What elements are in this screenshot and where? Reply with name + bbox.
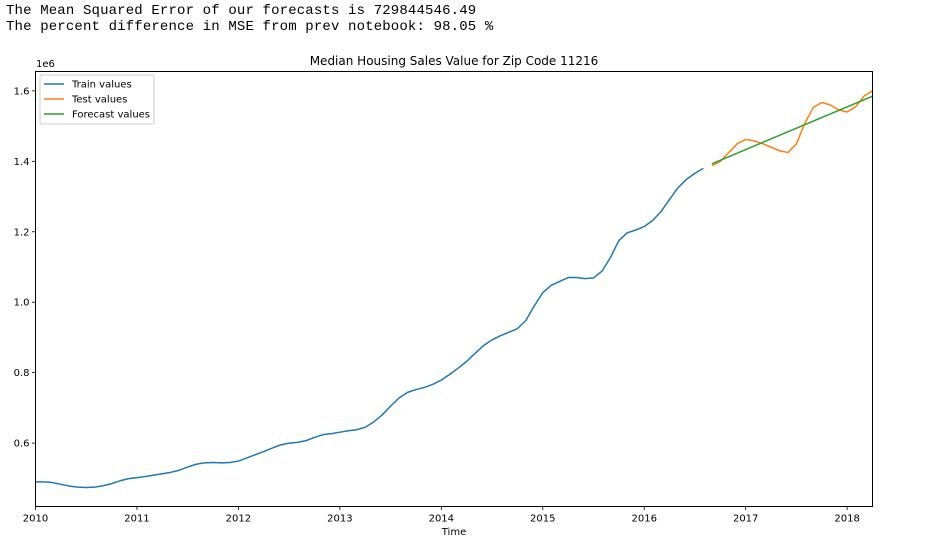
- plot-lines: [35, 90, 873, 489]
- x-axis-label: Time: [441, 527, 466, 538]
- series-line-2: [711, 95, 873, 165]
- percent-diff-output-line: The percent difference in MSE from prev …: [6, 19, 494, 35]
- x-tick-label: 2018: [834, 514, 859, 525]
- y-tick-label: 1.4: [14, 157, 30, 168]
- legend: Train values Test values Forecast values: [39, 74, 155, 125]
- x-tick-label: 2016: [632, 514, 657, 525]
- x-tick-label: 2011: [124, 514, 149, 525]
- legend-label-2: Forecast values: [72, 110, 150, 121]
- plot-frame: [35, 71, 873, 507]
- y-tick-label: 1.6: [14, 86, 30, 97]
- legend-label-1: Test values: [71, 95, 127, 106]
- y-tick-label: 1.2: [14, 227, 30, 238]
- legend-box: [39, 74, 155, 125]
- series-line-1: [711, 90, 873, 167]
- x-tick-label: 2010: [23, 514, 48, 525]
- y-axis-offset-label: 1e6: [36, 59, 55, 70]
- y-tick-label: 1.0: [14, 298, 30, 309]
- x-tick-label: 2013: [327, 514, 352, 525]
- y-axis: 0.6 0.8 1.0 1.2 1.4 1.6: [14, 86, 36, 450]
- y-tick-label: 0.8: [14, 368, 30, 379]
- x-tick-label: 2012: [226, 514, 251, 525]
- mse-output-line: The Mean Squared Error of our forecasts …: [6, 3, 477, 19]
- legend-label-0: Train values: [71, 80, 132, 91]
- x-axis: 2010 2011 2012 2013 2014 2015 2016 2017 2018: [23, 506, 860, 525]
- x-tick-label: 2014: [429, 514, 454, 525]
- y-tick-label: 0.6: [14, 439, 30, 450]
- series-line-0: [35, 167, 704, 489]
- chart-title: Median Housing Sales Value for Zip Code …: [310, 54, 599, 68]
- x-tick-label: 2017: [733, 514, 758, 525]
- x-tick-label: 2015: [530, 514, 555, 525]
